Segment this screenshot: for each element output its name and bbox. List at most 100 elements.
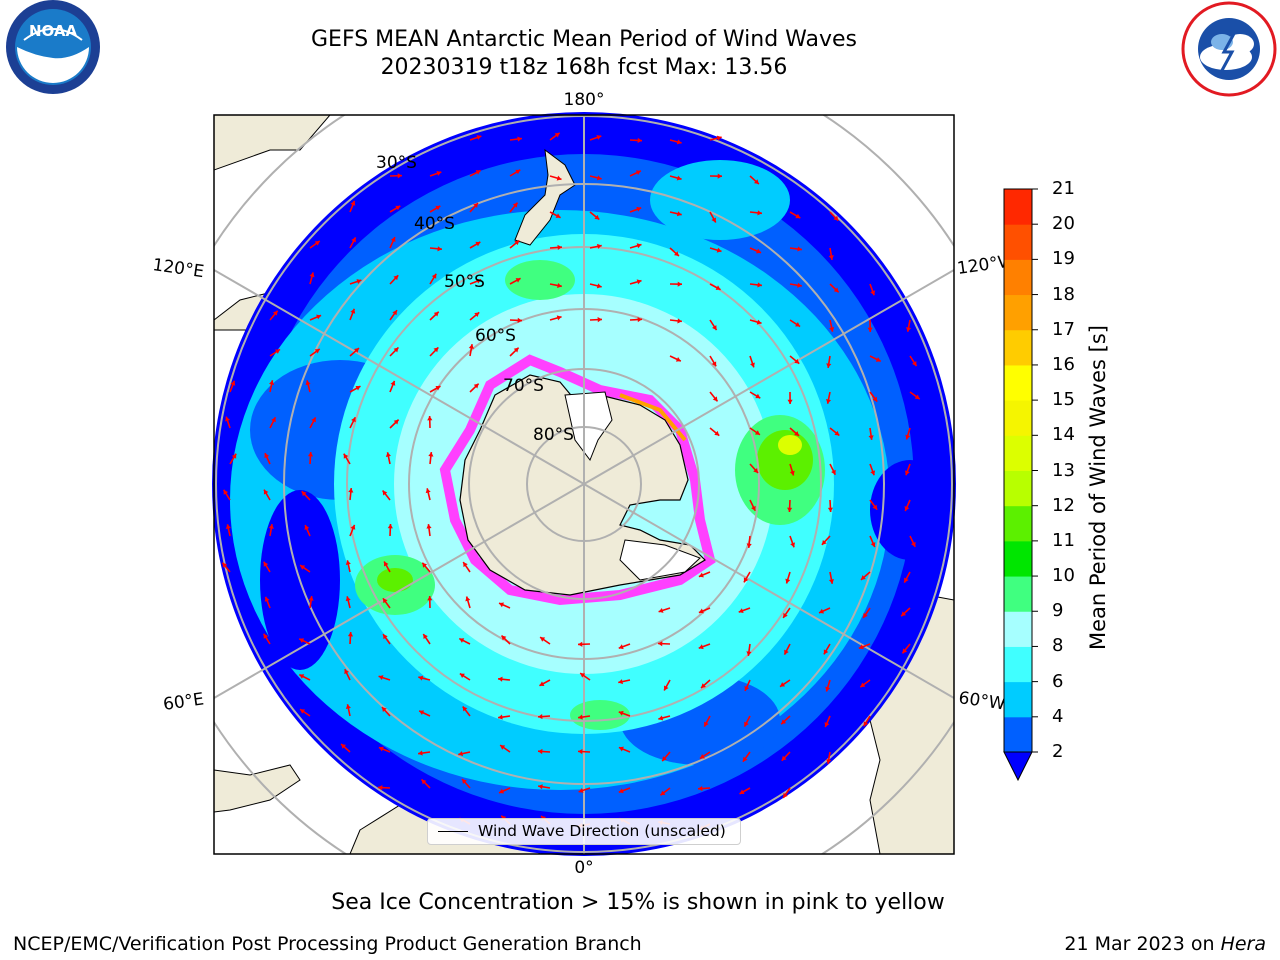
wave-direction-arrowhead [738, 608, 744, 614]
wave-direction-arrowhead [474, 312, 480, 318]
wave-direction-arrowhead [677, 281, 682, 287]
wave-direction-arrowhead [387, 524, 393, 529]
wave-direction-arrowhead [698, 644, 704, 650]
wave-direction-arrowhead [863, 612, 868, 618]
wave-direction-arrowhead [596, 283, 602, 289]
wave-direction-arrowhead [754, 430, 760, 435]
wave-direction-arrowhead [618, 746, 624, 752]
wave-direction-arrowhead [781, 755, 787, 761]
wave-direction-arrowhead [299, 638, 305, 643]
wave-direction-arrowhead [476, 135, 482, 140]
wave-direction-arrowhead [268, 524, 274, 529]
colorbar-segment [1004, 716, 1032, 753]
wave-direction-arrowhead [658, 641, 663, 647]
map-subtitle: 20230319 t18z 168h fcst Max: 13.56 [380, 55, 788, 80]
wave-direction-arrowhead [905, 434, 911, 440]
wave-direction-arrowhead [742, 756, 748, 762]
wave-direction-arrowhead [350, 200, 356, 206]
wave-direction-arrowhead [426, 524, 432, 529]
wave-direction-arrowhead [501, 635, 507, 641]
wave-direction-arrowhead [704, 721, 709, 727]
wave-direction-arrowhead [833, 215, 839, 221]
wave-direction-arrowhead [714, 430, 720, 436]
wave-direction-arrowhead [554, 132, 560, 138]
wave-direction-arrowhead [468, 344, 474, 349]
wave-direction-arrowhead [427, 596, 433, 601]
wave-direction-arrowhead [618, 644, 624, 650]
wave-direction-arrowhead [676, 175, 682, 181]
wave-direction-arrowhead [715, 285, 721, 290]
footer-date: 21 Mar 2023 on Hera [1064, 933, 1266, 955]
wave-direction-arrowhead [264, 453, 270, 459]
wave-direction-arrowhead [743, 577, 749, 583]
lat-label-70s: 70°S [503, 376, 544, 396]
wave-direction-arrowhead [345, 704, 351, 709]
wave-direction-arrowhead [435, 205, 441, 211]
wave-direction-arrowhead [755, 393, 761, 399]
wave-direction-arrowhead [347, 632, 354, 637]
wave-direction-arrowhead [308, 596, 314, 601]
wave-direction-arrowhead [677, 318, 682, 324]
wave-direction-arrowhead [828, 579, 834, 584]
wave-direction-arrowhead [904, 577, 909, 583]
wave-direction-arrowhead [421, 779, 427, 785]
wave-direction-arrowhead [538, 784, 543, 790]
wave-direction-arrowhead [427, 416, 433, 421]
wave-direction-arrowhead [717, 173, 722, 179]
wave-direction-arrowhead [860, 575, 866, 580]
wave-direction-arrowhead [676, 139, 682, 145]
noaa-logo-text: NOAA [29, 22, 78, 40]
wave-direction-arrowhead [263, 633, 269, 639]
wave-direction-arrowhead [517, 317, 522, 323]
lat-label-30s: 30°S [376, 153, 417, 173]
wave-direction-arrowhead [473, 202, 478, 208]
wave-direction-arrowhead [465, 596, 471, 602]
colorbar-tick-label: 9 [1052, 600, 1064, 622]
colorbar-segment [1004, 329, 1032, 366]
wave-direction-arrowhead [825, 399, 832, 404]
wave-direction-arrowhead [829, 326, 835, 332]
wave-direction-arrowhead [222, 562, 228, 568]
noaa-logo: NOAA [6, 0, 100, 94]
wave-direction-arrowhead [860, 682, 866, 688]
lat-label-50s: 50°S [444, 272, 485, 292]
ross-ice-shelf [564, 391, 613, 462]
wave-direction-arrowhead [787, 399, 793, 404]
wave-direction-arrowhead [354, 348, 359, 353]
wave-direction-arrowhead [787, 507, 793, 512]
wave-direction-arrowhead [499, 788, 505, 794]
national-weather-service-logo [1181, 1, 1277, 97]
wave-direction-arrowhead [383, 561, 389, 567]
wave-direction-arrowhead [712, 325, 717, 331]
wave-direction-arrowhead [437, 246, 442, 252]
colorbar-tick-label: 17 [1052, 318, 1075, 340]
wave-direction-arrowhead [341, 743, 346, 749]
wave-direction-arrowhead [746, 543, 752, 548]
wave-direction-arrowhead [637, 316, 642, 323]
wave-direction-arrowhead [823, 649, 829, 655]
wave-direction-arrowhead [556, 175, 562, 181]
wave-direction-arrowhead [716, 247, 722, 253]
wave-direction-arrowhead [578, 641, 583, 647]
wave-direction-arrowhead [498, 676, 503, 682]
wave-direction-arrowhead [744, 721, 749, 727]
wave-direction-arrowhead [515, 278, 521, 283]
wave-direction-arrowhead [660, 790, 666, 796]
wave-direction-arrowhead [350, 524, 356, 530]
wave-direction-arrowhead [264, 596, 270, 602]
colorbar-extend-triangle [1003, 751, 1033, 782]
wave-direction-arrowhead [902, 648, 908, 654]
wave-direction-arrowhead [746, 651, 752, 656]
wave-direction-arrowhead [780, 682, 786, 687]
colorbar-tick-label: 2 [1052, 741, 1064, 762]
weddell-ice-shelf [619, 539, 701, 581]
wave-direction-arrowhead [636, 243, 642, 249]
wave-direction-arrowhead [463, 562, 468, 568]
new-zealand [514, 148, 576, 246]
wave-direction-arrowhead [827, 507, 833, 512]
wave-direction-arrowhead [858, 644, 864, 650]
colorbar-segment [1004, 540, 1032, 577]
wave-direction-arrowhead [422, 562, 428, 568]
wave-direction-arrowhead [794, 431, 800, 436]
wave-direction-arrowhead [794, 358, 800, 364]
